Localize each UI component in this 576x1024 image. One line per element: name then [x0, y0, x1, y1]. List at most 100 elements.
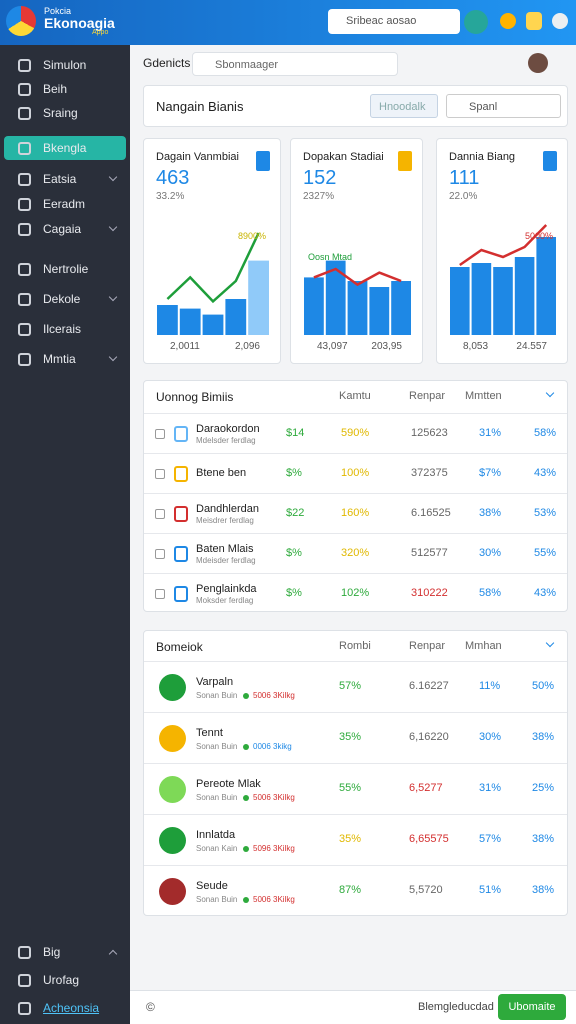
stat-card: Dannia Biang 111 22.0% 5000% 8,053 24.557	[436, 138, 568, 364]
checkbox[interactable]	[155, 549, 165, 559]
settings-icon[interactable]	[552, 13, 568, 29]
notification-icon[interactable]	[500, 13, 516, 29]
sidebar-item[interactable]: Eeradm	[4, 192, 126, 216]
checkbox[interactable]	[155, 429, 165, 439]
sidebar-bottom-item[interactable]: Big	[4, 940, 126, 964]
chart-annotation: Oosn Mtad	[307, 252, 352, 262]
row-tag: 0006 3kikg	[253, 742, 292, 751]
chevron	[108, 352, 118, 362]
row-value: 55%	[534, 547, 557, 559]
sidebar-item[interactable]: Bkengla	[4, 136, 126, 160]
sidebar-label: Acheonsia	[43, 1001, 100, 1015]
row-icon	[174, 466, 188, 482]
row-value: $%	[286, 587, 302, 599]
checkbox[interactable]	[155, 589, 165, 599]
card-title: Dagain Vanmbiai	[156, 151, 239, 163]
row-value: 6.16227	[409, 680, 449, 692]
table-row[interactable]: Tennt Sonan Buin 0006 3kikg 35% 6,16220 30% 38…	[144, 712, 567, 763]
sidebar-icon	[18, 106, 31, 120]
chart-annotation: 8900%	[237, 231, 266, 241]
row-value: 38%	[532, 884, 555, 896]
table-row[interactable]: Seude Sonan Buin 5006 3Kilkg 87% 5,5720 51% 38…	[144, 865, 567, 916]
row-tag: 5006 3Kilkg	[253, 793, 295, 802]
main-search[interactable]: Sbonmaager	[192, 52, 398, 76]
row-icon	[159, 827, 186, 854]
row-icon	[174, 546, 188, 562]
row-name: Pereote Mlak	[196, 778, 261, 790]
row-sub: Moksder ferdlag	[196, 596, 254, 605]
row-icon	[159, 878, 186, 905]
brand-small: Pokcia	[44, 6, 72, 16]
row-name: Seude	[196, 880, 228, 892]
checkbox[interactable]	[155, 509, 165, 519]
avatar[interactable]	[528, 53, 548, 73]
trend-line	[313, 267, 402, 287]
table-1: Uonnog Bimiis Kamtu Renpar Mmtten Daraokordo…	[143, 380, 568, 612]
row-value: 57%	[479, 833, 502, 845]
row-value: 35%	[339, 731, 362, 743]
sidebar-item[interactable]: Beih	[4, 77, 126, 101]
row-value: 125623	[411, 427, 448, 439]
bar	[493, 267, 513, 335]
column-header: Mmtten	[465, 390, 502, 402]
row-sub: Mdeisder ferdlag	[196, 556, 256, 565]
sidebar-item[interactable]: Simulon	[4, 53, 126, 77]
table-row[interactable]: Pereote Mlak Sonan Buin 5006 3Kilkg 55% 6,52…	[144, 763, 567, 814]
row-value: $7%	[479, 467, 502, 479]
card-title: Dannia Biang	[449, 151, 516, 163]
alert-icon[interactable]	[526, 12, 542, 30]
bar	[325, 260, 346, 335]
sidebar-item[interactable]: Eatsia	[4, 167, 126, 191]
row-value: 590%	[341, 427, 370, 439]
table-row[interactable]: Btene ben $% 100% 372375 $7% 43%	[144, 453, 567, 493]
table-row[interactable]: Dandhlerdan Meisdrer ferdlag $22 160% 6.1652…	[144, 493, 567, 533]
footer-button[interactable]: Ubomaite	[498, 994, 566, 1020]
sidebar-item[interactable]: Sraing	[4, 101, 126, 125]
sidebar-item[interactable]: Mmtia	[4, 347, 126, 371]
row-value: 35%	[339, 833, 362, 845]
row-value: 6,16220	[409, 731, 449, 743]
sidebar-item[interactable]: Cagaia	[4, 217, 126, 241]
checkbox[interactable]	[155, 469, 165, 479]
card-value: 111	[449, 167, 480, 189]
panel-button[interactable]: Hnoodalk	[370, 94, 438, 118]
sidebar-item[interactable]: Dekole	[4, 287, 126, 311]
sidebar-bottom-item[interactable]: Acheonsia	[4, 996, 126, 1020]
stat-card: Dopakan Stadiai 152 2327% Oosn Mtad 43,097 20…	[290, 138, 423, 364]
row-sub: Sonan Buin	[196, 691, 238, 700]
row-name: Dandhlerdan	[196, 503, 259, 515]
row-name: Daraokordon	[196, 423, 260, 435]
row-icon	[174, 586, 188, 602]
chevron[interactable]	[545, 638, 555, 648]
row-value: 50%	[532, 680, 555, 692]
chevron[interactable]	[545, 388, 555, 398]
table-row[interactable]: Penglainkda Moksder ferdlag $% 102% 310222 58…	[144, 573, 567, 613]
bar	[304, 277, 324, 335]
row-value: 31%	[479, 782, 502, 794]
sidebar-item[interactable]: Nertrolie	[4, 257, 126, 281]
mini-chart	[304, 260, 411, 335]
row-value: 31%	[479, 427, 502, 439]
table-row[interactable]: Varpaln Sonan Buin 5006 3Kilkg 57% 6.16227 11…	[144, 661, 567, 712]
row-name: Baten Mlais	[196, 543, 254, 555]
bar	[202, 314, 224, 335]
panel-select[interactable]: Spanl	[446, 94, 561, 118]
table-row[interactable]: Baten Mlais Mdeisder ferdlag $% 320% 512577 3…	[144, 533, 567, 573]
panel: Nangain Bianis Hnoodalk Spanl	[143, 85, 568, 127]
search-box[interactable]: Sribeac aosao	[328, 9, 460, 34]
sidebar-label: Cagaia	[43, 222, 82, 236]
sidebar-icon	[18, 58, 31, 72]
row-icon	[159, 725, 186, 752]
sidebar-icon	[18, 222, 31, 236]
card-value: 463	[156, 167, 190, 189]
table-row[interactable]: Daraokordon Mdelsder ferdlag $14 590% 125623…	[144, 413, 567, 453]
sidebar-label: Bkengla	[43, 141, 87, 155]
sidebar-item[interactable]: Ilcerais	[4, 317, 126, 341]
table-row[interactable]: Innlatda Sonan Kain 5096 3Kilkg 35% 6,65575 5…	[144, 814, 567, 865]
search-button[interactable]	[464, 10, 488, 34]
row-name: Tennt	[196, 727, 223, 739]
chevron	[108, 222, 118, 232]
chart-annotation: 5000%	[524, 231, 553, 241]
sidebar-bottom-item[interactable]: Urofag	[4, 968, 126, 992]
